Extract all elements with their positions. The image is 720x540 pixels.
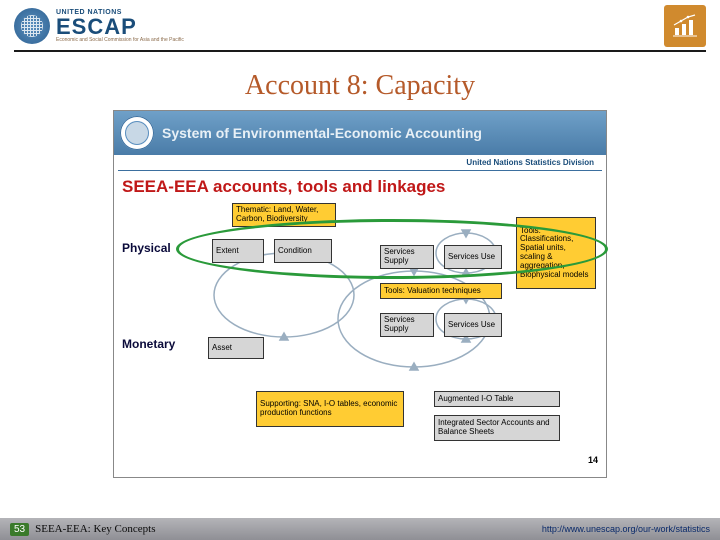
slide-header: UNITED NATIONS ESCAP Economic and Social… — [0, 0, 720, 48]
box-services-use-2: Services Use — [444, 313, 502, 337]
diagram-title: SEEA-EEA accounts, tools and linkages — [114, 171, 606, 199]
footer-left: 53 SEEA-EEA: Key Concepts — [10, 523, 156, 536]
footer-url: http://www.unescap.org/our-work/statisti… — [542, 524, 710, 534]
row-label-monetary: Monetary — [122, 337, 175, 351]
box-supporting: Supporting: SNA, I-O tables, economic pr… — [256, 391, 404, 427]
box-condition: Condition — [274, 239, 332, 263]
box-services-supply-1: Services Supply — [380, 245, 434, 269]
box-thematic: Thematic: Land, Water, Carbon, Biodivers… — [232, 203, 336, 227]
box-services-supply-2: Services Supply — [380, 313, 434, 337]
page-title: Account 8: Capacity — [0, 70, 720, 102]
diagram-area: Physical Monetary Thematic: Land, Water,… — [114, 199, 606, 469]
diagram-subheader: United Nations Statistics Division — [118, 155, 602, 171]
slide-number-badge: 53 — [10, 523, 29, 536]
box-tools-right: Tools: Classifications, Spatial units, s… — [516, 217, 596, 289]
box-tools-valuation: Tools: Valuation techniques — [380, 283, 502, 299]
escap-subtitle: Economic and Social Commission for Asia … — [56, 38, 184, 43]
escap-text-block: UNITED NATIONS ESCAP Economic and Social… — [56, 9, 184, 43]
row-label-physical: Physical — [122, 241, 171, 255]
box-integrated: Integrated Sector Accounts and Balance S… — [434, 415, 560, 441]
diagram-header-text: System of Environmental-Economic Account… — [162, 125, 482, 141]
escap-logo: UNITED NATIONS ESCAP Economic and Social… — [14, 8, 184, 44]
diagram-frame: System of Environmental-Economic Account… — [113, 110, 607, 478]
slide-footer: 53 SEEA-EEA: Key Concepts http://www.une… — [0, 518, 720, 540]
box-augmented: Augmented I-O Table — [434, 391, 560, 407]
escap-name: ESCAP — [56, 16, 184, 38]
un-emblem-small-icon — [120, 116, 154, 150]
footer-caption: SEEA-EEA: Key Concepts — [35, 523, 155, 535]
diagram-page-number: 14 — [588, 455, 598, 465]
diagram-header: System of Environmental-Economic Account… — [114, 111, 606, 155]
box-services-use-1: Services Use — [444, 245, 502, 269]
header-divider — [14, 50, 706, 52]
box-extent: Extent — [212, 239, 264, 263]
un-emblem-icon — [14, 8, 50, 44]
chart-badge-icon — [664, 5, 706, 47]
box-asset: Asset — [208, 337, 264, 359]
